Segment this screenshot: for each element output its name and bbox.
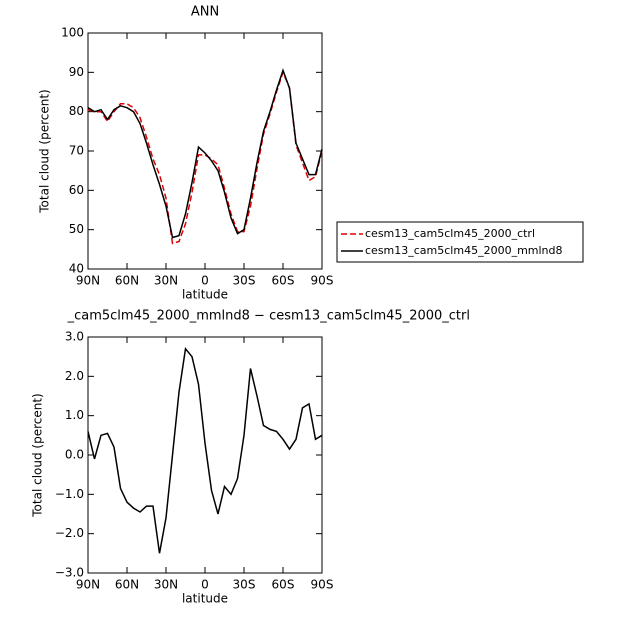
y-tick-label: 40 bbox=[69, 262, 84, 276]
x-tick-label: 90N bbox=[76, 274, 100, 288]
chart-title: ANN bbox=[191, 5, 219, 20]
x-tick-label: 30S bbox=[233, 578, 256, 592]
x-tick-label: 30S bbox=[233, 274, 256, 288]
legend-box bbox=[336, 221, 584, 263]
x-tick-label: 90S bbox=[311, 274, 334, 288]
chart-title: _cam5clm45_2000_mmlnd8 − cesm13_cam5clm4… bbox=[67, 309, 470, 324]
y-tick-label: 80 bbox=[69, 104, 84, 118]
x-tick-label: 60N bbox=[115, 274, 139, 288]
x-axis-label: latitude bbox=[182, 592, 228, 606]
y-tick-label: 50 bbox=[69, 222, 84, 236]
legend-label: cesm13_cam5clm45_2000_mmlnd8 bbox=[365, 244, 563, 257]
x-tick-label: 0 bbox=[201, 578, 209, 592]
y-tick-label: −2.0 bbox=[55, 526, 84, 540]
y-tick-label: 1.0 bbox=[65, 408, 84, 422]
plot-frame bbox=[87, 336, 323, 574]
y-tick-label: −1.0 bbox=[55, 487, 84, 501]
x-tick-label: 60S bbox=[272, 578, 295, 592]
x-tick-label: 90N bbox=[76, 578, 100, 592]
y-tick-label: 70 bbox=[69, 144, 84, 158]
x-tick-label: 90S bbox=[311, 578, 334, 592]
y-tick-label: 60 bbox=[69, 183, 84, 197]
x-tick-label: 0 bbox=[201, 274, 209, 288]
x-tick-label: 60S bbox=[272, 274, 295, 288]
y-tick-label: 90 bbox=[69, 65, 84, 79]
y-tick-label: −3.0 bbox=[55, 566, 84, 580]
y-axis-label: Total cloud (percent) bbox=[38, 89, 52, 213]
data-line bbox=[87, 68, 323, 239]
legend-label: cesm13_cam5clm45_2000_ctrl bbox=[365, 227, 535, 240]
plot-frame bbox=[87, 32, 323, 270]
y-tick-label: 0.0 bbox=[65, 448, 84, 462]
x-tick-label: 30N bbox=[154, 578, 178, 592]
y-tick-label: 100 bbox=[61, 26, 84, 40]
data-line bbox=[87, 347, 323, 554]
y-tick-label: 3.0 bbox=[65, 330, 84, 344]
x-tick-label: 30N bbox=[154, 274, 178, 288]
x-tick-label: 60N bbox=[115, 578, 139, 592]
y-tick-label: 2.0 bbox=[65, 369, 84, 383]
y-axis-label: Total cloud (percent) bbox=[31, 393, 45, 517]
data-line bbox=[87, 70, 323, 245]
x-axis-label: latitude bbox=[182, 288, 228, 302]
